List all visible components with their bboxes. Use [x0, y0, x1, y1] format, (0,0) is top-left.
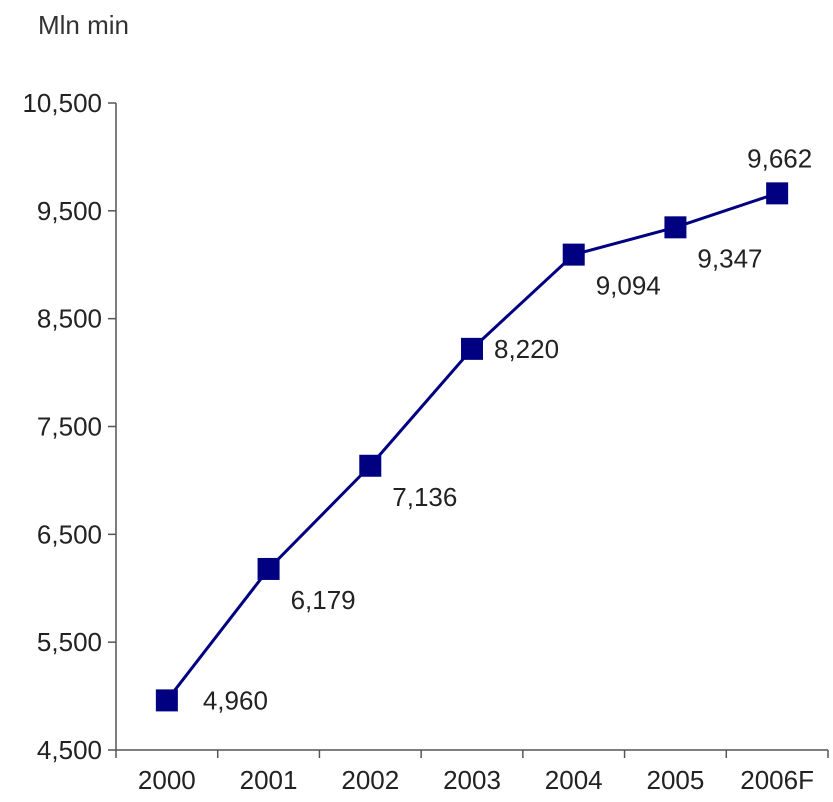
data-label: 6,179	[291, 585, 356, 615]
series-layer	[155, 182, 789, 712]
y-tick-label: 7,500	[37, 412, 102, 442]
data-point-marker	[155, 689, 178, 712]
data-label: 8,220	[494, 334, 559, 364]
data-label: 7,136	[392, 482, 457, 512]
x-tick-label: 2005	[647, 765, 705, 795]
data-point-marker	[664, 216, 687, 239]
y-tick-label: 8,500	[37, 304, 102, 334]
y-tick-label: 10,500	[22, 88, 102, 118]
data-point-marker	[562, 243, 585, 266]
data-label: 9,662	[747, 143, 812, 173]
x-tick-label: 2003	[443, 765, 501, 795]
data-label: 9,347	[697, 243, 762, 273]
data-label: 9,094	[596, 271, 661, 301]
series-line	[165, 191, 778, 702]
data-point-marker	[257, 557, 280, 580]
data-labels-layer: 4,960 6,179 7,136 8,220 9,094 9,347 9,662	[203, 143, 812, 715]
y-tick-label: 9,500	[37, 196, 102, 226]
data-point-marker	[359, 454, 382, 477]
x-tick-label: 2001	[240, 765, 298, 795]
x-tick-label: 2000	[138, 765, 196, 795]
y-tick-label: 4,500	[37, 735, 102, 765]
y-tick-label: 6,500	[37, 519, 102, 549]
x-tick-label: 2006F	[740, 765, 814, 795]
y-axis-unit-label: Mln min	[38, 10, 130, 40]
data-label: 4,960	[203, 685, 268, 715]
x-tick-label: 2004	[545, 765, 603, 795]
x-tick-label: 2002	[341, 765, 399, 795]
y-tick-label: 5,500	[37, 627, 102, 657]
data-point-marker	[766, 182, 789, 205]
data-point-marker	[461, 337, 483, 360]
chart-axes: 4,500 5,500 6,500 7,500 8,500 9,500 10,500 2000…	[22, 88, 829, 795]
